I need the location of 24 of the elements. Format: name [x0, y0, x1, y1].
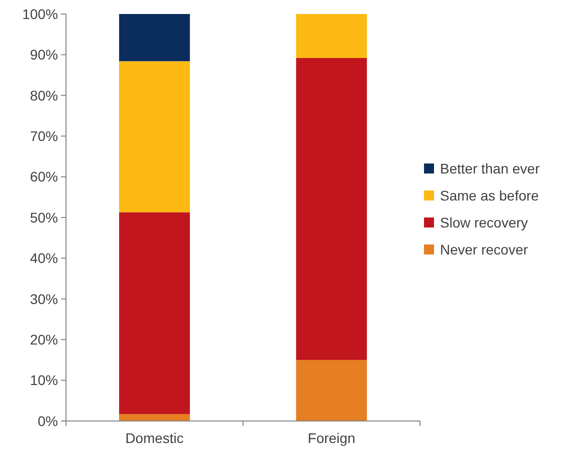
y-tick-label: 90% [30, 46, 58, 63]
y-tick-label: 40% [30, 250, 58, 266]
y-tick-label: 60% [30, 168, 58, 185]
legend-label: Slow recovery [440, 214, 528, 230]
x-tick-label: Domestic [125, 430, 184, 446]
y-tick-label: 70% [30, 128, 58, 144]
y-tick-label: 30% [30, 290, 58, 307]
y-tick-label: 100% [22, 6, 58, 22]
bar [119, 14, 190, 62]
x-tick-label: Foreign [308, 430, 356, 446]
bar [296, 58, 367, 360]
y-tick-label: 80% [30, 87, 58, 104]
legend-label: Better than ever [440, 160, 540, 176]
bar [296, 14, 367, 58]
y-tick-label: 20% [30, 332, 58, 348]
y-tick-label: 10% [30, 372, 58, 388]
y-tick-label: 0% [38, 412, 58, 429]
bar [119, 61, 190, 212]
bar [119, 212, 190, 414]
bar [296, 360, 367, 421]
bar [119, 414, 190, 421]
legend-label: Never recover [440, 241, 528, 258]
y-tick-label: 50% [30, 209, 58, 226]
legend-label: Same as before [440, 187, 540, 204]
